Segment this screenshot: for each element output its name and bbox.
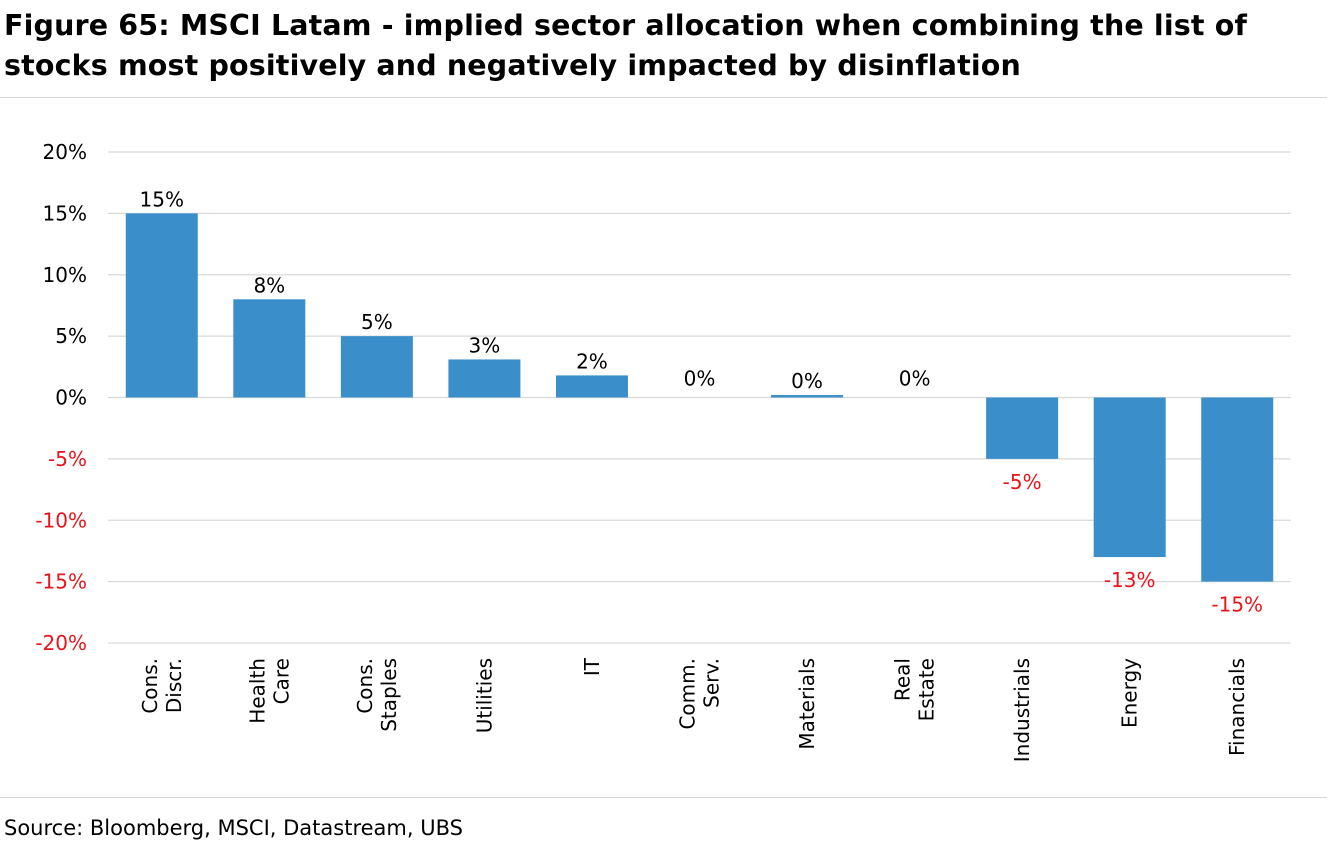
x-tick-label: Health [245,658,269,724]
bar [233,299,306,398]
chart-title: Figure 65: MSCI Latam - implied sector a… [4,9,1248,82]
data-label: 5% [361,310,393,334]
data-label: -15% [1211,593,1263,617]
x-axis: Cons. Discr. Health Care Cons. Staples Utiliti… [138,657,1249,762]
x-tick-label: Real [891,658,915,701]
x-tick-label: Comm. [676,658,700,730]
data-label: 2% [576,349,608,373]
source-note: Source: Bloomberg, MSCI, Datastream, UBS [4,816,463,840]
data-label: 15% [140,187,184,211]
y-tick-label: 10% [43,263,87,287]
bar [555,375,628,398]
x-tick-label: Financials [1225,658,1249,756]
source-divider [0,797,1327,798]
bar [1201,397,1274,582]
bar [448,359,521,398]
x-tick-label: Staples [377,658,401,732]
data-label: 8% [253,273,285,297]
data-label: 0% [791,369,823,393]
data-label: -13% [1104,568,1156,592]
bars [125,213,1274,582]
title-divider [0,97,1327,98]
bar-chart: 20% 15% 10% 5% 0% -5% -10% -15% -20% 15% 8% 5% 3% 2%… [35,140,1291,762]
y-tick-label: -15% [35,570,87,594]
data-labels: 15% 8% 5% 3% 2% 0% 0% 0% -5% -13% -15% [140,187,1264,616]
bar [340,336,413,398]
bar [771,395,844,398]
x-tick-label: Cons. [353,658,377,714]
data-label: 3% [469,333,501,357]
x-tick-label: Utilities [472,658,496,733]
x-tick-label: Materials [795,658,819,750]
x-tick-label: Estate [915,658,939,721]
y-tick-label: 20% [43,140,87,164]
x-tick-label: Care [269,658,293,704]
data-label: 0% [684,367,716,391]
x-tick-label: Cons. [138,658,162,714]
x-tick-label: Energy [1118,658,1142,728]
y-tick-label: -20% [35,631,87,655]
bar [125,213,198,398]
x-tick-label: IT [580,657,604,676]
y-tick-label: 15% [43,201,87,225]
x-tick-label: Industrials [1010,658,1034,762]
x-tick-label: Discr. [162,658,186,713]
data-label: 0% [899,367,931,391]
y-tick-label: 0% [55,386,87,410]
y-tick-label: -5% [48,447,87,471]
y-tick-label: 5% [55,324,87,348]
x-tick-label: Serv. [700,658,724,708]
bar [1093,397,1166,558]
bar [986,397,1059,459]
y-axis: 20% 15% 10% 5% 0% -5% -10% -15% -20% [35,140,87,655]
data-label: -5% [1003,470,1042,494]
y-tick-label: -10% [35,508,87,532]
